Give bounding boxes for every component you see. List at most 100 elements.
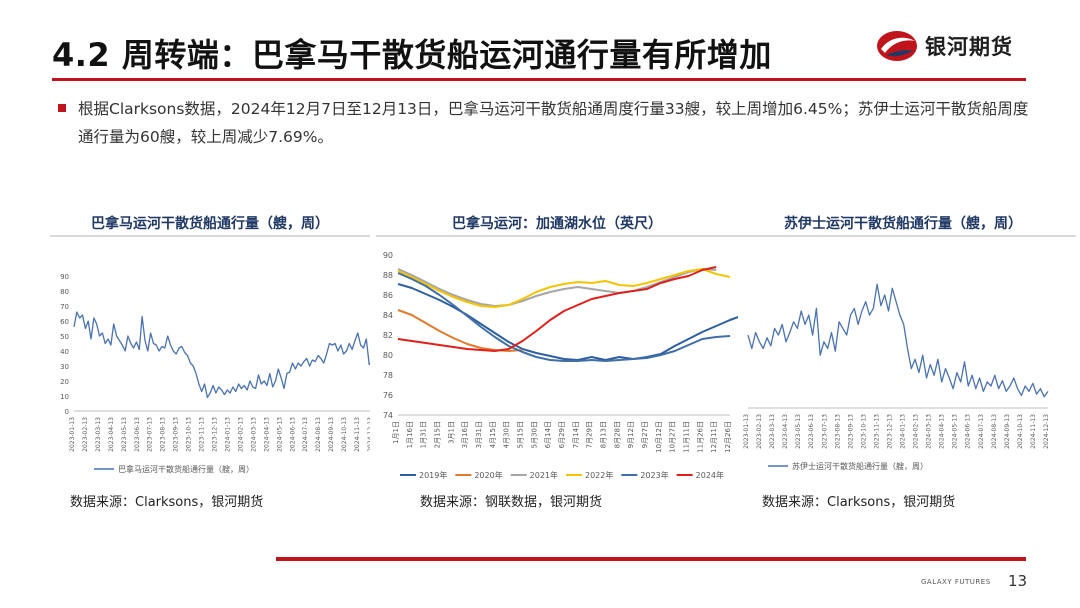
series-line xyxy=(397,268,717,307)
x-tick-label: 3月31日 xyxy=(475,421,483,448)
x-tick-label: 2023-01-13 xyxy=(69,417,76,452)
x-tick-label: 9月12日 xyxy=(627,421,635,448)
x-tick-label: 2023-10-13 xyxy=(186,417,193,452)
y-tick-label: 90 xyxy=(60,273,69,281)
panel-divider xyxy=(376,235,738,237)
x-tick-label: 6月14日 xyxy=(544,421,552,448)
brand-logo: 银河期货 xyxy=(875,27,1013,65)
x-tick-label: 2024-06-13 xyxy=(289,417,296,452)
lake-level-chart: 74 76 78 80 82 84 86 88 90 1月1日 1月16日 1月31日 2月15日 3月1… xyxy=(383,251,738,480)
x-tick-label: 2月15日 xyxy=(434,421,442,448)
footer-brand: GALAXY FUTURES xyxy=(921,578,991,586)
x-tick-label: 2024-02-13 xyxy=(237,417,244,452)
y-tick-label: 80 xyxy=(60,288,69,296)
series-line xyxy=(73,311,370,399)
y-tick-label: 88 xyxy=(383,271,393,280)
legend-label: 2022年 xyxy=(585,470,613,480)
series-line xyxy=(747,283,1049,398)
logo-text: 银河期货 xyxy=(925,35,1013,59)
footer-divider xyxy=(276,557,1026,561)
y-tick-label: 40 xyxy=(60,348,69,356)
y-tick-label: 20 xyxy=(60,378,69,386)
panel-divider xyxy=(730,235,1076,237)
x-tick-label: 7月29日 xyxy=(586,421,594,448)
x-tick-label: 2023-07-13 xyxy=(147,417,154,452)
x-tick-label: 1月16日 xyxy=(406,421,414,448)
legend-label: 2021年 xyxy=(530,470,558,480)
x-tick-label: 8月13日 xyxy=(600,421,608,448)
y-tick-label: 82 xyxy=(383,331,393,340)
y-tick-label: 80 xyxy=(383,351,393,360)
x-tick-label: 2023-02-13 xyxy=(756,414,763,449)
panel-divider xyxy=(50,235,370,237)
x-tick-label: 2024-11-13 xyxy=(1030,414,1037,449)
x-tick-label: 2023-05-13 xyxy=(795,414,802,449)
x-tick-label: 12月26日 xyxy=(724,421,732,453)
x-tick-label: 2024-07-13 xyxy=(302,417,309,452)
y-tick-label: 84 xyxy=(383,311,393,320)
series-line xyxy=(397,309,523,352)
x-tick-label: 11月11日 xyxy=(683,421,691,453)
x-tick-label: 6月29日 xyxy=(558,421,566,448)
x-tick-label: 4月15日 xyxy=(489,421,497,448)
x-tick-label: 2024-10-13 xyxy=(341,417,348,452)
lake-chart-title: 巴拿马运河：加通湖水位（英尺） xyxy=(452,216,662,232)
x-tick-label: 7月14日 xyxy=(572,421,580,448)
x-tick-label: 2024-02-13 xyxy=(913,414,920,449)
x-tick-label: 2024-09-13 xyxy=(328,417,335,452)
legend-label: 2019年 xyxy=(419,470,447,480)
x-tick-label: 1月31日 xyxy=(420,421,428,448)
x-tick-label: 2024-10-13 xyxy=(1017,414,1024,449)
x-tick-label: 5月15日 xyxy=(517,421,525,448)
y-tick-label: 76 xyxy=(383,391,393,400)
series-line xyxy=(397,272,731,362)
y-tick-label: 86 xyxy=(383,291,393,300)
x-tick-label: 2023-11-13 xyxy=(873,414,880,449)
x-tick-label: 2023-10-13 xyxy=(860,414,867,449)
x-tick-label: 2024-08-13 xyxy=(315,417,322,452)
panama-chart-title: 巴拿马运河干散货船通行量（艘，周） xyxy=(91,216,329,232)
series-line xyxy=(397,283,738,361)
x-tick-label: 5月30日 xyxy=(530,421,538,448)
x-tick-label: 2024-03-13 xyxy=(250,417,257,452)
x-tick-label: 2023-03-13 xyxy=(95,417,102,452)
summary-bullet: 根据Clarksons数据，2024年12月7日至12月13日，巴拿马运河干散货… xyxy=(58,95,1033,151)
x-tick-label: 2023-05-13 xyxy=(121,417,128,452)
x-tick-label: 2024-06-13 xyxy=(965,414,972,449)
x-tick-label: 2023-11-13 xyxy=(199,417,206,452)
x-tick-label: 2024-01-13 xyxy=(224,417,231,452)
legend-label: 2023年 xyxy=(640,470,668,480)
x-tick-label: 2023-08-13 xyxy=(160,417,167,452)
legend-label: 巴拿马运河干散货船通行量（艘，周） xyxy=(118,464,254,474)
x-tick-label: 2023-07-13 xyxy=(821,414,828,449)
x-tick-label: 2023-09-13 xyxy=(173,417,180,452)
x-tick-label: 9月27日 xyxy=(641,421,649,448)
series-line xyxy=(397,268,731,308)
title-divider xyxy=(52,78,1026,81)
x-tick-label: 2023-09-13 xyxy=(847,414,854,449)
suez-chart-title: 苏伊士运河干散货船通行量（艘，周） xyxy=(784,216,1022,232)
legend-label: 2020年 xyxy=(474,470,502,480)
x-tick-label: 2023-01-13 xyxy=(743,414,750,449)
x-tick-label: 2024-07-13 xyxy=(978,414,985,449)
x-tick-label: 2023-03-13 xyxy=(769,414,776,449)
x-tick-label: 2024-08-13 xyxy=(991,414,998,449)
x-tick-label: 2024-09-13 xyxy=(1004,414,1011,449)
x-tick-label: 2023-12-13 xyxy=(212,417,219,452)
y-tick-label: 10 xyxy=(60,393,69,401)
suez-source: 数据来源：Clarksons，银河期货 xyxy=(762,495,956,510)
x-tick-label: 3月16日 xyxy=(461,421,469,448)
x-tick-label: 11月26日 xyxy=(696,421,704,453)
x-tick-label: 2024-05-13 xyxy=(276,417,283,452)
galaxy-logo-icon xyxy=(877,31,917,61)
legend-label: 苏伊士运河干散货船通行量（艘，周） xyxy=(792,461,928,471)
x-tick-label: 2024-12-13 xyxy=(1043,414,1050,449)
x-tick-label: 2024-11-13 xyxy=(354,417,361,452)
x-tick-label: 12月11日 xyxy=(710,421,718,453)
x-tick-label: 3月1日 xyxy=(447,421,455,444)
panama-source: 数据来源：Clarksons，银河期货 xyxy=(70,495,264,510)
x-tick-label: 2023-04-13 xyxy=(108,417,115,452)
bullet-square-icon xyxy=(58,104,66,112)
x-tick-label: 2024-05-13 xyxy=(952,414,959,449)
x-tick-label: 2024-12-13 xyxy=(367,417,370,452)
